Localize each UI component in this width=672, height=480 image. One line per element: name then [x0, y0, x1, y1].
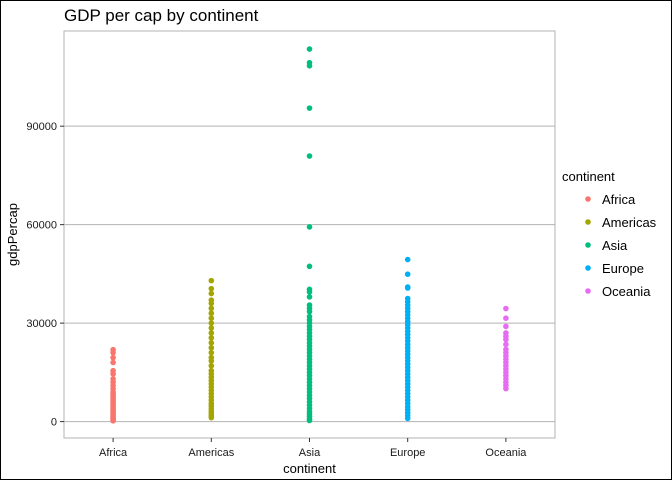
x-tick-label: Oceania	[485, 447, 527, 459]
legend-key	[585, 288, 591, 294]
data-point	[208, 325, 215, 331]
legend-label: Asia	[602, 238, 628, 253]
data-point	[503, 315, 509, 321]
data-point	[110, 376, 116, 382]
data-point	[208, 315, 215, 321]
data-point	[503, 346, 509, 353]
y-tick-label: 90000	[26, 121, 57, 133]
y-tick-label: 60000	[26, 220, 57, 232]
data-point	[208, 290, 215, 297]
data-point	[110, 359, 116, 366]
legend-label: Africa	[602, 192, 636, 207]
data-point	[404, 295, 411, 302]
legend-key	[585, 242, 591, 248]
y-tick-label: 0	[51, 417, 57, 429]
legend-label: Oceania	[602, 284, 651, 299]
data-point	[404, 271, 411, 278]
data-point	[306, 263, 313, 270]
data-point	[208, 320, 215, 326]
data-point	[503, 305, 509, 312]
x-tick-label: Europe	[390, 447, 425, 459]
data-point	[503, 341, 509, 348]
data-point	[404, 284, 411, 290]
data-point	[208, 344, 215, 351]
x-tick-label: Africa	[99, 447, 128, 459]
x-axis-ticks: Africa Americas Asia Europe Oceania	[99, 438, 527, 459]
x-axis-title: continent	[283, 461, 336, 476]
data-point	[208, 277, 215, 284]
legend-key	[585, 219, 591, 225]
data-point	[208, 310, 215, 317]
data-point	[503, 323, 509, 330]
chart-title: GDP per cap by continent	[64, 6, 259, 25]
data-point	[110, 367, 116, 374]
data-point	[208, 367, 215, 374]
data-point	[208, 330, 215, 336]
data-point	[306, 286, 313, 293]
data-point	[404, 256, 411, 263]
legend: continent Africa Americas Asia Europe Oceani…	[562, 169, 657, 299]
data-point	[208, 305, 215, 312]
data-point	[208, 285, 215, 292]
data-point	[208, 297, 215, 303]
data-point	[306, 153, 313, 159]
legend-title: continent	[562, 169, 615, 184]
data-point	[306, 224, 313, 230]
y-tick-label: 30000	[26, 318, 57, 330]
data-point	[208, 349, 215, 356]
data-point	[306, 59, 313, 66]
data-point	[306, 294, 313, 300]
data-point	[306, 313, 313, 320]
data-point	[208, 335, 215, 341]
legend-key	[585, 265, 591, 271]
legend-label: Europe	[602, 261, 644, 276]
y-axis-ticks: 0 30000 60000 90000	[26, 121, 64, 429]
legend-label: Americas	[602, 215, 657, 230]
data-point	[110, 346, 116, 353]
data-points	[110, 46, 509, 424]
y-axis-title: gdpPercap	[5, 203, 20, 266]
data-point	[208, 362, 215, 369]
data-point	[110, 354, 116, 361]
x-tick-label: Americas	[188, 447, 234, 459]
data-point	[306, 105, 313, 111]
legend-key	[585, 196, 591, 202]
data-point	[208, 340, 215, 346]
data-point	[306, 302, 313, 308]
x-tick-label: Asia	[299, 447, 321, 459]
data-point	[503, 330, 509, 336]
data-point	[306, 46, 313, 52]
data-point	[208, 354, 215, 361]
